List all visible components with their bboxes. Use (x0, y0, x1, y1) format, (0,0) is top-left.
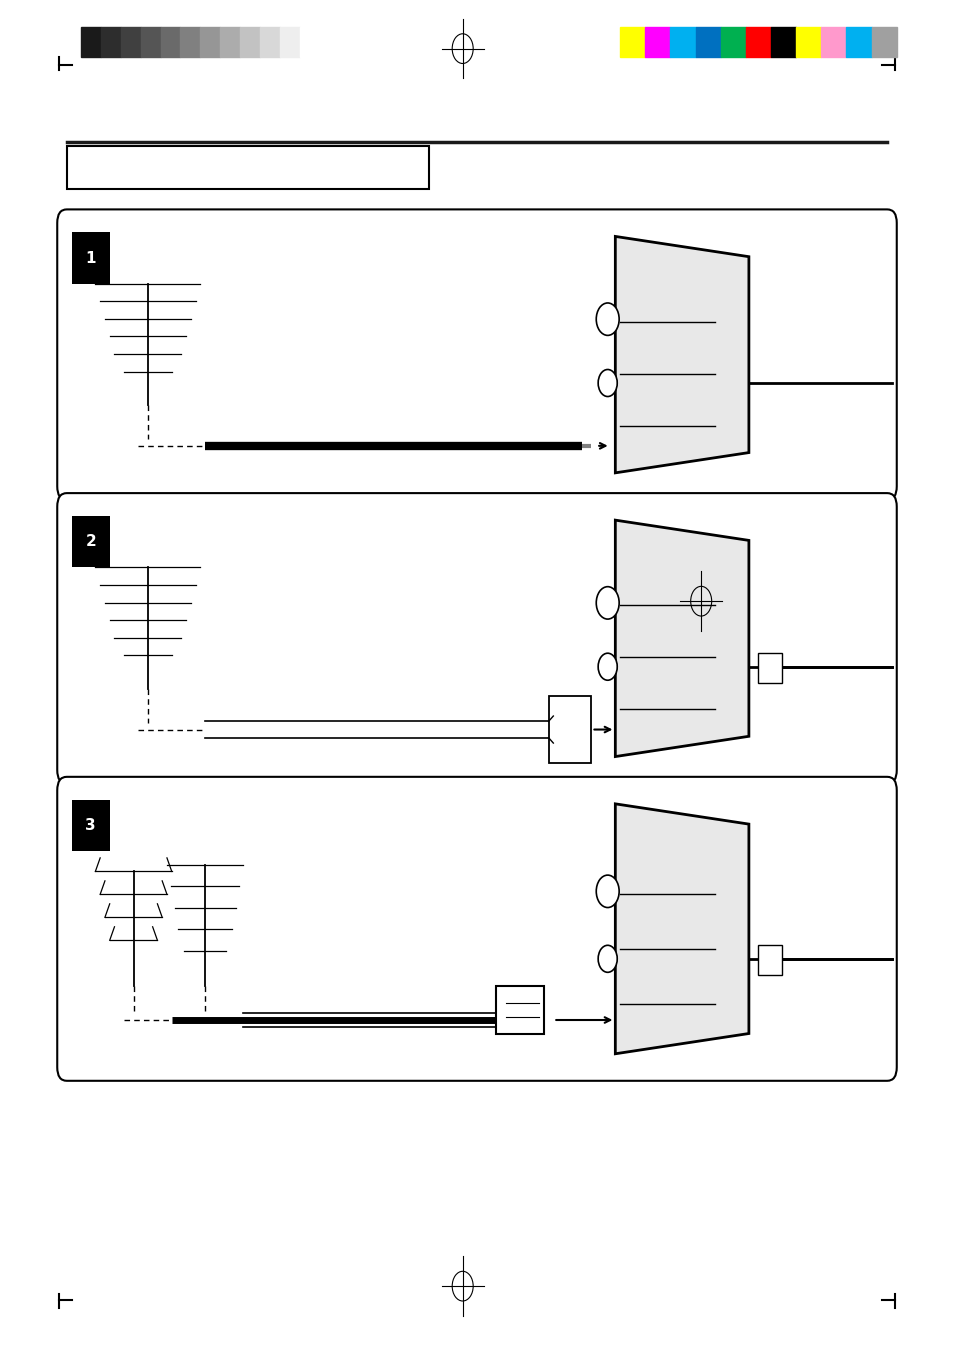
Bar (220, 27, 240, 57)
FancyBboxPatch shape (57, 493, 896, 784)
Text: 2: 2 (85, 534, 96, 550)
Bar (141, 27, 160, 57)
Bar (644, 27, 670, 57)
Polygon shape (615, 804, 748, 1054)
Bar (240, 27, 259, 57)
Bar (71, 516, 110, 567)
FancyBboxPatch shape (57, 777, 896, 1081)
Bar (71, 232, 110, 284)
Bar (67, 146, 429, 189)
Bar (160, 27, 180, 57)
Circle shape (598, 369, 617, 397)
Bar (200, 27, 220, 57)
Bar (871, 27, 896, 57)
Text: 1: 1 (85, 250, 96, 266)
Bar (71, 800, 110, 851)
Bar (745, 27, 770, 57)
Bar (758, 946, 781, 975)
Bar (619, 27, 644, 57)
Circle shape (596, 303, 618, 335)
Circle shape (596, 875, 618, 908)
Bar (821, 27, 845, 57)
Text: 3: 3 (85, 817, 96, 834)
Bar (299, 27, 319, 57)
Bar (548, 696, 591, 763)
Bar (101, 27, 121, 57)
Polygon shape (615, 520, 748, 757)
Bar (770, 27, 796, 57)
Bar (796, 27, 821, 57)
Circle shape (598, 946, 617, 973)
Bar (670, 27, 695, 57)
Bar (259, 27, 279, 57)
Circle shape (598, 654, 617, 681)
Polygon shape (615, 236, 748, 473)
Circle shape (596, 586, 618, 619)
Bar (121, 27, 141, 57)
Bar (845, 27, 871, 57)
Bar (720, 27, 745, 57)
Bar (496, 986, 543, 1034)
Bar (81, 27, 101, 57)
Bar (695, 27, 720, 57)
Bar (279, 27, 299, 57)
Bar (180, 27, 200, 57)
FancyBboxPatch shape (57, 209, 896, 500)
Bar (758, 654, 781, 684)
